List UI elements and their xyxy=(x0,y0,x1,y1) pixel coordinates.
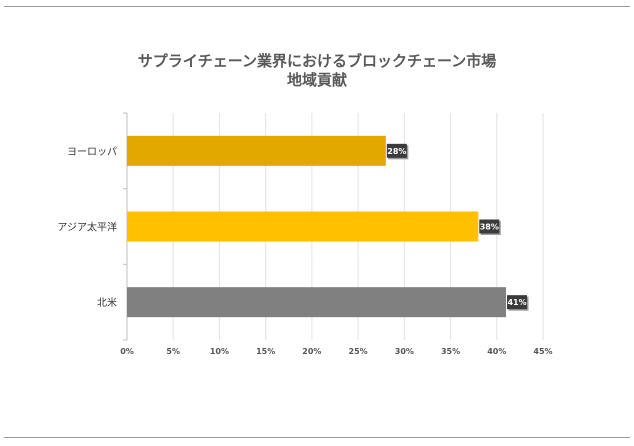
bar xyxy=(127,212,478,242)
category-label: アジア太平洋 xyxy=(57,221,117,234)
x-tick-label: 5% xyxy=(166,347,180,356)
x-tick-label: 30% xyxy=(395,347,414,356)
x-tick-label: 20% xyxy=(302,347,321,356)
bar xyxy=(127,287,506,317)
x-tick-label: 45% xyxy=(533,347,552,356)
x-tick-label: 35% xyxy=(441,347,460,356)
x-tick-label: 15% xyxy=(256,347,275,356)
x-tick-label: 25% xyxy=(349,347,368,356)
data-label: 41% xyxy=(507,298,526,307)
category-label: 北米 xyxy=(97,296,117,309)
x-tick-label: 40% xyxy=(487,347,506,356)
x-tick-label: 10% xyxy=(210,347,229,356)
category-label: ヨーロッパ xyxy=(67,146,117,158)
data-label: 28% xyxy=(387,147,406,156)
x-tick-label: 0% xyxy=(120,347,134,356)
bar xyxy=(127,136,386,166)
data-label: 38% xyxy=(480,223,499,232)
